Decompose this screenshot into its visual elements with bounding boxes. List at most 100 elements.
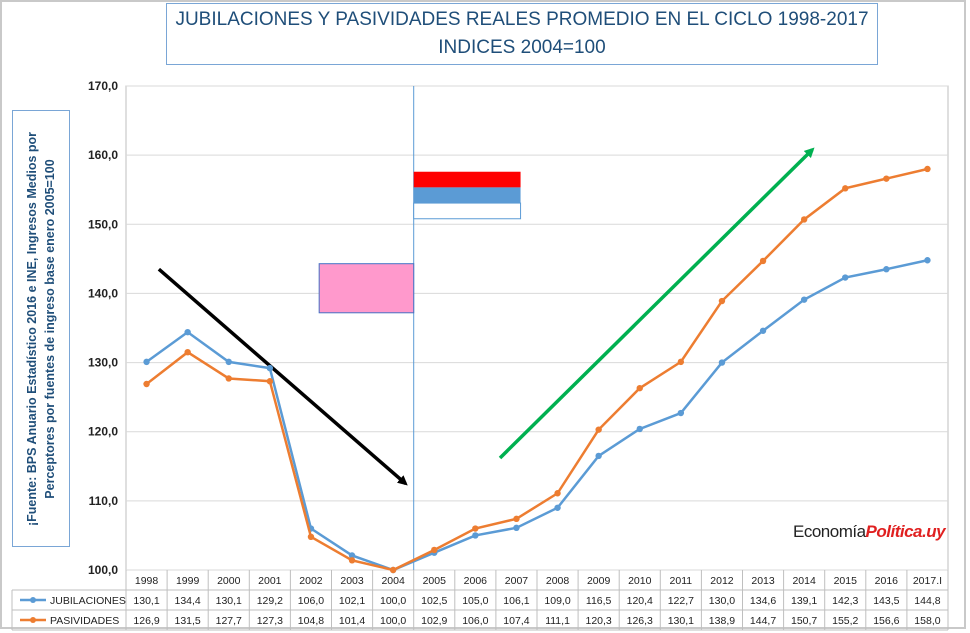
data-point-jubilaciones bbox=[266, 364, 274, 372]
data-point-pasividades bbox=[800, 216, 808, 223]
data-label: 129,2 bbox=[257, 595, 283, 607]
data-point-jubilaciones bbox=[924, 257, 931, 264]
legend-label-jubilaciones: JUBILACIONES bbox=[50, 595, 126, 607]
downtrend-arrow bbox=[157, 267, 408, 486]
x-tick-label: 2008 bbox=[546, 575, 570, 587]
data-point-pasividades bbox=[431, 546, 438, 554]
data-label: 104,8 bbox=[298, 615, 324, 627]
data-label: 144,8 bbox=[914, 595, 940, 607]
y-tick-label: 130,0 bbox=[88, 356, 118, 370]
data-label: 105,0 bbox=[462, 595, 488, 607]
x-tick-label: 2005 bbox=[423, 575, 447, 587]
y-tick-label: 100,0 bbox=[88, 563, 118, 577]
data-label: 109,0 bbox=[544, 595, 570, 607]
flag-stripe-red bbox=[413, 171, 521, 188]
data-point-pasividades bbox=[307, 533, 315, 541]
data-point-pasividades bbox=[718, 297, 726, 305]
x-tick-label: 2013 bbox=[751, 575, 775, 587]
chart-title: JUBILACIONES Y PASIVIDADES REALES PROMED… bbox=[166, 3, 878, 65]
brand-watermark-part2: Política.uy bbox=[865, 522, 946, 541]
data-label: 101,4 bbox=[339, 615, 365, 627]
data-point-pasividades bbox=[513, 515, 520, 523]
x-tick-label: 2015 bbox=[834, 575, 858, 587]
y-tick-label: 110,0 bbox=[89, 494, 119, 508]
x-tick-label: 2003 bbox=[340, 575, 364, 587]
data-label: 131,5 bbox=[175, 615, 201, 627]
data-point-pasividades bbox=[266, 378, 274, 385]
data-point-jubilaciones bbox=[800, 296, 808, 303]
data-point-pasividades bbox=[883, 175, 890, 182]
data-point-pasividades bbox=[143, 380, 150, 388]
data-point-jubilaciones bbox=[636, 425, 643, 433]
data-label: 111,1 bbox=[545, 615, 570, 627]
x-tick-label: 2010 bbox=[628, 575, 652, 587]
data-point-pasividades bbox=[636, 384, 643, 392]
flag-stripe-blue bbox=[413, 187, 521, 204]
chart-title-line2: INDICES 2004=100 bbox=[438, 37, 606, 58]
data-label: 106,0 bbox=[462, 615, 488, 627]
data-label: 143,5 bbox=[873, 595, 899, 607]
data-label: 102,1 bbox=[339, 595, 365, 607]
y-tick-label: 120,0 bbox=[88, 425, 118, 439]
data-point-jubilaciones bbox=[348, 552, 356, 559]
data-label: 102,5 bbox=[421, 595, 447, 607]
chart-title-line1: JUBILACIONES Y PASIVIDADES REALES PROMED… bbox=[175, 9, 869, 30]
data-label: 120,3 bbox=[586, 615, 612, 627]
data-point-pasividades bbox=[924, 165, 931, 173]
legend-marker-pasividades bbox=[30, 617, 36, 623]
data-point-jubilaciones bbox=[472, 532, 479, 539]
data-point-jubilaciones bbox=[595, 452, 602, 460]
data-label: 130,0 bbox=[709, 595, 735, 607]
data-point-pasividades bbox=[184, 349, 191, 356]
data-label: 134,6 bbox=[750, 595, 776, 607]
data-label: 130,1 bbox=[216, 595, 242, 607]
x-tick-label: 2004 bbox=[381, 575, 405, 587]
data-point-pasividades bbox=[554, 490, 561, 497]
y-tick-label: 170,0 bbox=[88, 79, 118, 93]
data-label: 138,9 bbox=[709, 615, 735, 627]
legend-marker-jubilaciones bbox=[30, 597, 36, 603]
data-label: 156,6 bbox=[873, 615, 899, 627]
uptrend-arrow bbox=[498, 147, 815, 460]
flag-box bbox=[413, 171, 522, 220]
data-point-pasividades bbox=[389, 566, 397, 574]
pink-box bbox=[318, 263, 415, 314]
data-point-pasividades bbox=[348, 557, 356, 564]
series-line-pasividades bbox=[145, 167, 928, 572]
data-point-pasividades bbox=[842, 185, 849, 192]
x-tick-label: 2009 bbox=[587, 575, 611, 587]
data-point-pasividades bbox=[472, 525, 479, 532]
y-tick-label: 160,0 bbox=[88, 148, 118, 162]
data-label: 122,7 bbox=[668, 595, 694, 607]
data-label: 120,4 bbox=[627, 595, 653, 607]
x-tick-label: 2012 bbox=[710, 575, 734, 587]
data-label: 100,0 bbox=[380, 595, 406, 607]
x-tick-label: 2002 bbox=[299, 575, 323, 587]
data-point-pasividades bbox=[677, 358, 685, 366]
data-label: 116,5 bbox=[586, 595, 612, 607]
data-label: 106,1 bbox=[503, 595, 529, 607]
flag-stripe-white bbox=[413, 202, 522, 220]
x-tick-label: 2016 bbox=[875, 575, 899, 587]
data-label: 107,4 bbox=[503, 615, 529, 627]
data-label: 134,4 bbox=[175, 595, 201, 607]
data-label: 155,2 bbox=[832, 615, 858, 627]
data-label: 106,0 bbox=[298, 595, 324, 607]
data-label: 127,7 bbox=[216, 615, 242, 627]
series-line-jubilaciones bbox=[145, 259, 928, 572]
x-tick-label: 2017.I bbox=[913, 575, 942, 587]
data-point-jubilaciones bbox=[184, 328, 191, 336]
data-label: 127,3 bbox=[257, 615, 283, 627]
data-point-jubilaciones bbox=[225, 358, 232, 366]
data-label: 102,9 bbox=[421, 615, 447, 627]
data-point-jubilaciones bbox=[759, 327, 767, 334]
data-point-pasividades bbox=[225, 375, 232, 382]
data-point-pasividades bbox=[759, 257, 767, 265]
brand-watermark: EconomíaPolítica.uy bbox=[793, 522, 946, 542]
legend-label-pasividades: PASIVIDADES bbox=[50, 615, 119, 627]
plot-area bbox=[125, 85, 949, 571]
source-note: ¡Fuente: BPS Anuario Estadístico 2016 e … bbox=[12, 110, 70, 547]
data-label: 130,1 bbox=[133, 595, 159, 607]
